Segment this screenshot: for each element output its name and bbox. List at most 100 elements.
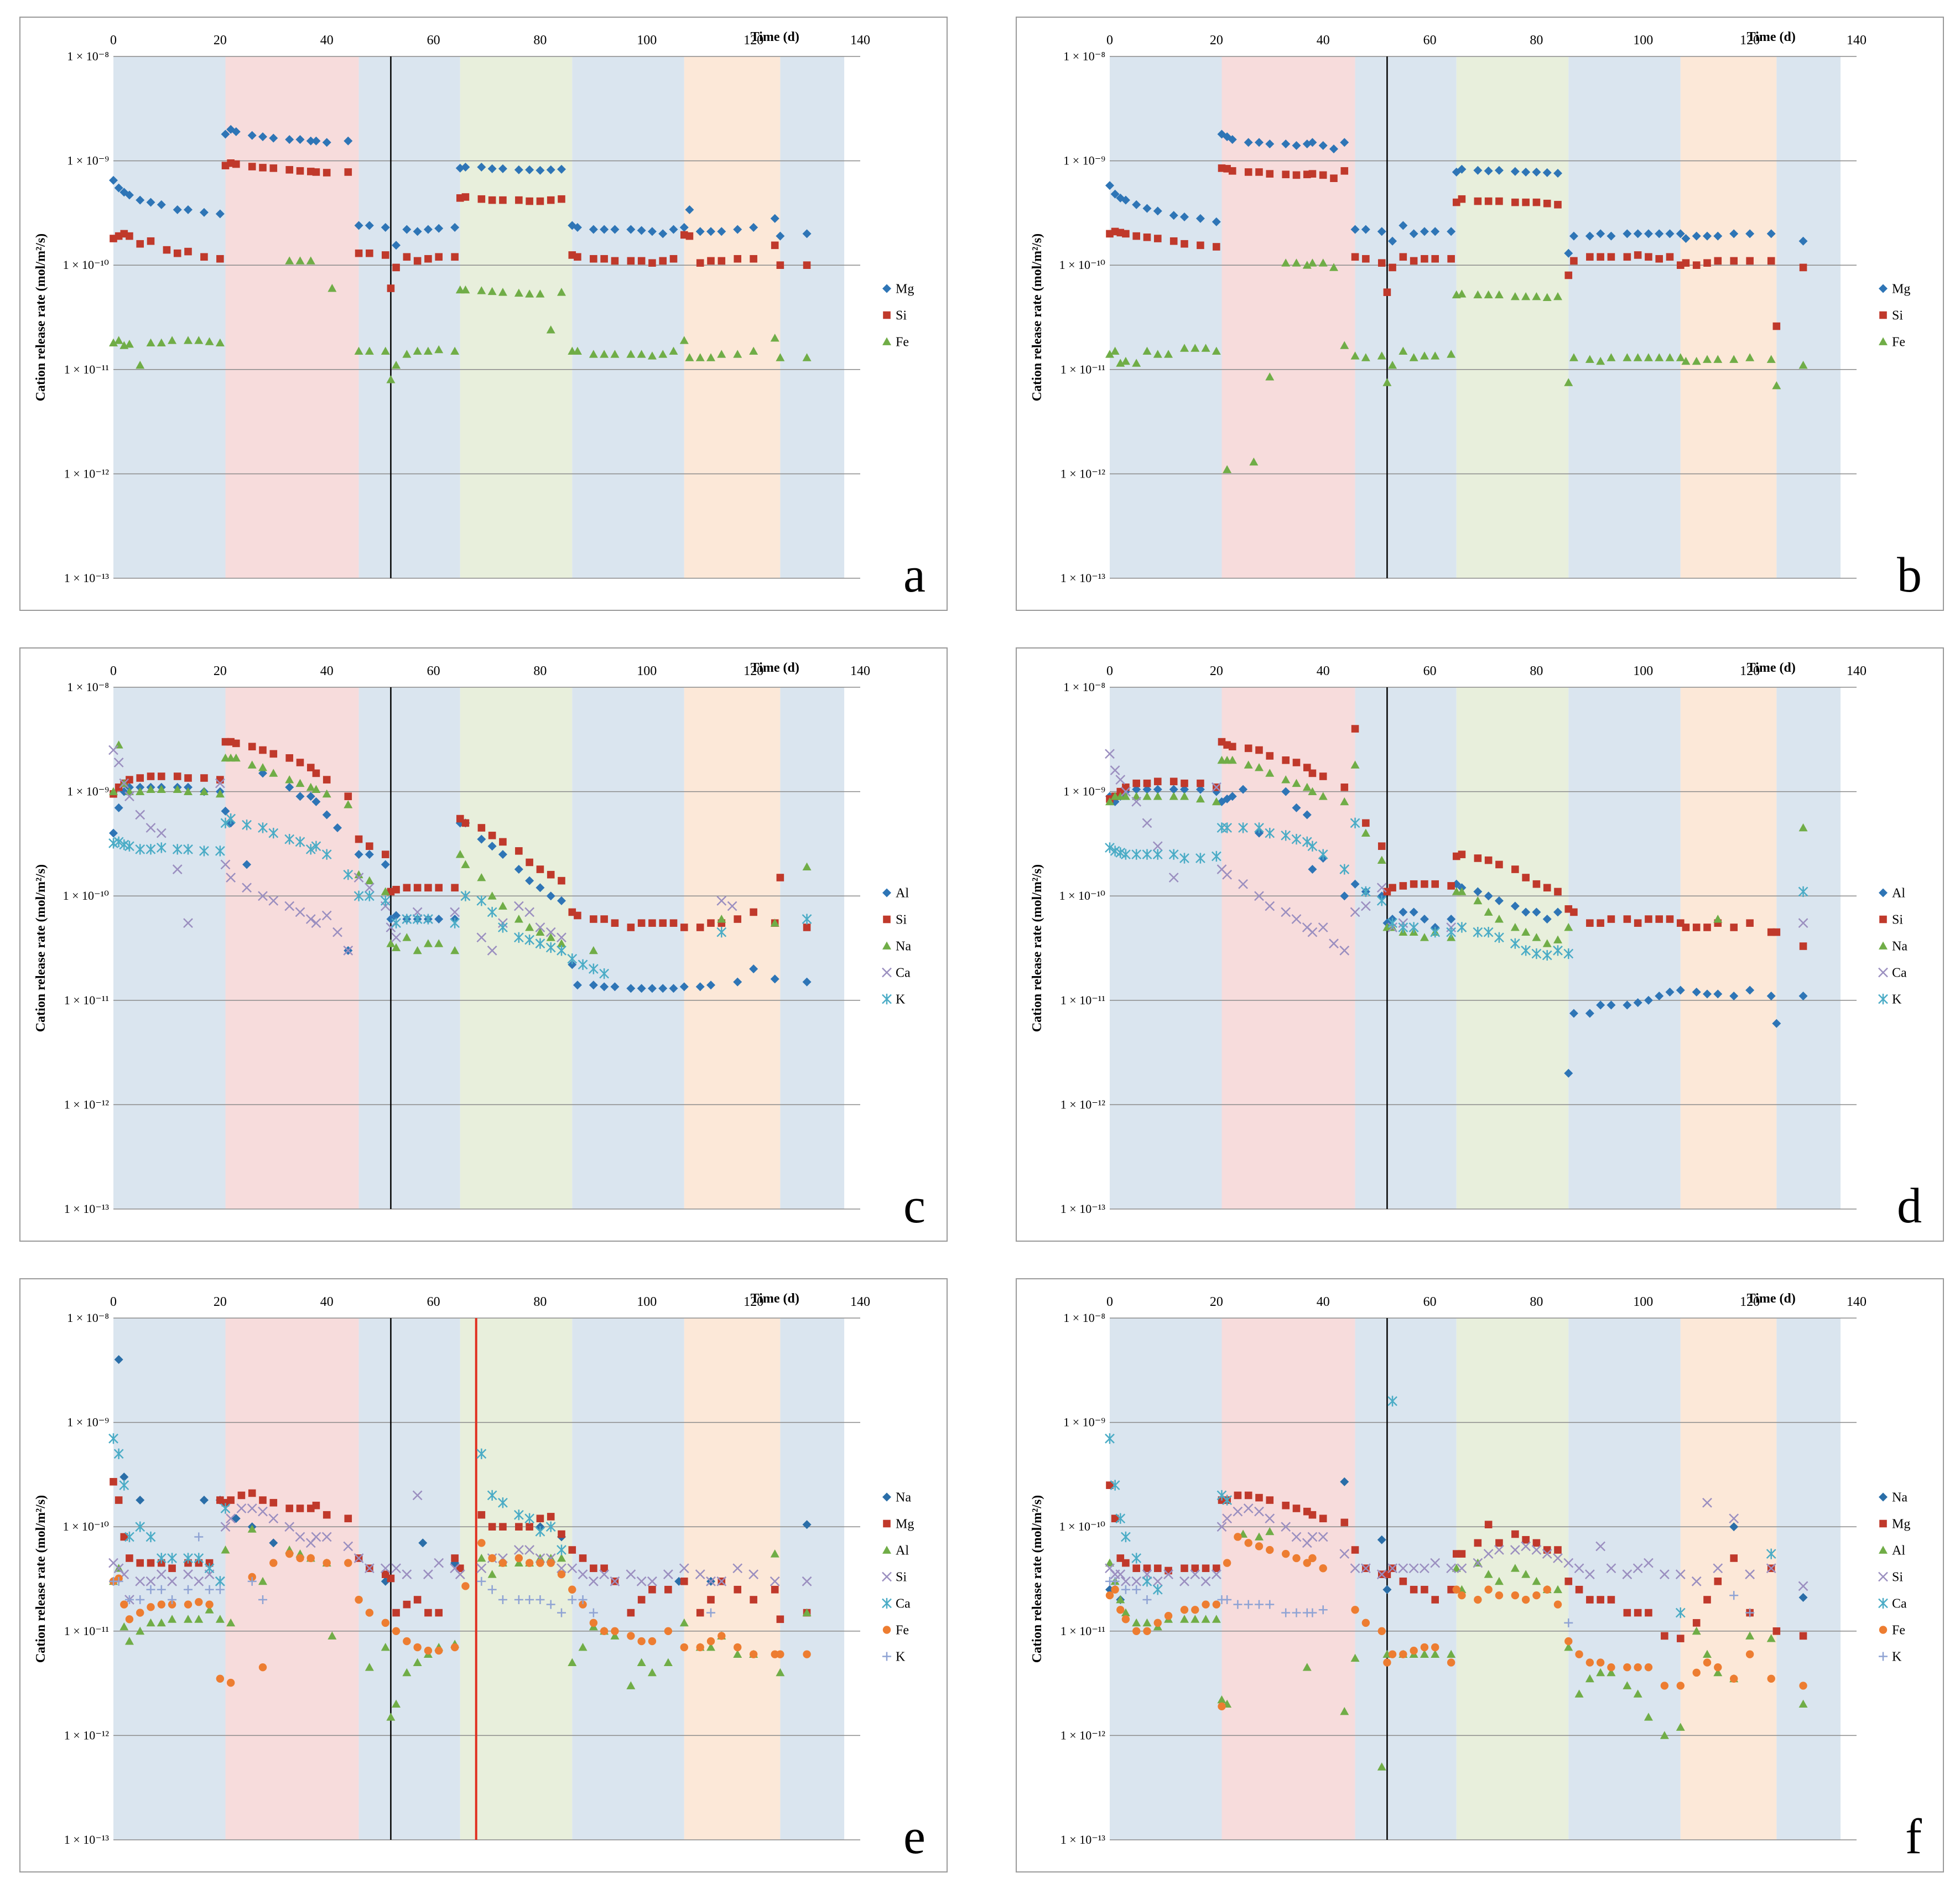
data-point: [323, 776, 331, 784]
data-point: [402, 1668, 412, 1677]
data-point: [1233, 1600, 1242, 1609]
data-point: [1713, 915, 1723, 923]
data-point: [514, 1558, 523, 1567]
data-point: [259, 1496, 267, 1504]
data-point: [1623, 1663, 1631, 1672]
data-point: [1682, 924, 1690, 931]
data-point: [136, 774, 144, 782]
data-point: [477, 1511, 486, 1519]
data-point: [647, 351, 657, 360]
data-point: [647, 1668, 657, 1677]
data-point: [659, 257, 667, 265]
data-point: [1376, 895, 1387, 906]
data-point: [1164, 1566, 1172, 1575]
data-point: [679, 1563, 689, 1574]
data-point: [461, 1582, 470, 1590]
data-point: [461, 860, 470, 868]
data-point: [1211, 782, 1221, 792]
data-point: [183, 1553, 193, 1564]
band-orange: [684, 687, 781, 1209]
data-point: [423, 225, 433, 234]
data-point: [1798, 1593, 1808, 1602]
data-point: [1634, 251, 1642, 259]
data-point: [1703, 1658, 1712, 1667]
data-point: [1745, 353, 1755, 361]
data-point: [1142, 1569, 1152, 1580]
data-point: [402, 225, 412, 234]
data-point: [513, 1509, 524, 1521]
data-point: [1421, 255, 1428, 263]
data-point: [380, 1563, 391, 1574]
legend-label: Ca: [896, 1597, 911, 1611]
data-point: [695, 227, 705, 236]
data-point: [1222, 822, 1233, 833]
data-point: [1223, 1595, 1232, 1605]
data-point: [679, 222, 689, 232]
legend-label: Si: [896, 1570, 907, 1585]
y-tick-labels: 1 × 10⁻⁸ 1 × 10⁻⁹ 1 × 10⁻¹⁰ 1 × 10⁻¹¹ 1 × 10…: [1059, 49, 1106, 585]
x-tick-labels: 0 20 40 60 80 100 120 140: [110, 1295, 870, 1309]
data-point: [1169, 211, 1178, 220]
data-point: [1265, 769, 1275, 777]
legend-label: Mg: [1892, 1517, 1910, 1532]
series-si: [110, 159, 811, 292]
data-point: [1164, 350, 1173, 358]
data-point: [1714, 257, 1722, 265]
data-point: [1623, 1681, 1632, 1689]
legend: Mg Si Fe: [882, 282, 914, 350]
data-point: [476, 1448, 487, 1459]
data-point: [1281, 775, 1291, 784]
legend-label: Na: [1892, 940, 1907, 954]
data-point: [558, 195, 565, 203]
data-point: [1510, 1564, 1520, 1572]
data-point: [567, 1563, 578, 1574]
x-tick-label: 60: [427, 664, 440, 678]
panel-label: f: [1905, 1809, 1922, 1864]
y-tick-label: 1 × 10⁻⁹: [67, 785, 109, 798]
data-point: [1457, 887, 1467, 895]
data-point: [194, 336, 204, 344]
data-point: [1340, 797, 1349, 806]
data-point: [1458, 1550, 1466, 1558]
data-point: [1729, 991, 1739, 1000]
data-point: [125, 1615, 134, 1623]
data-point: [1180, 785, 1189, 794]
data-point: [1447, 1658, 1455, 1667]
data-point: [402, 933, 412, 941]
data-point: [567, 953, 578, 964]
data-point: [1431, 1596, 1439, 1604]
data-point: [536, 865, 544, 873]
panel-label: e: [903, 1809, 926, 1864]
data-point: [413, 346, 422, 355]
data-point: [1446, 1563, 1457, 1574]
data-point: [1521, 167, 1531, 177]
data-point: [1554, 1546, 1562, 1554]
data-point: [296, 167, 304, 175]
data-point: [1319, 1564, 1327, 1573]
data-point: [1169, 777, 1178, 786]
data-point: [1377, 1535, 1386, 1544]
data-point: [546, 325, 555, 334]
data-point: [734, 915, 742, 923]
data-point: [535, 1526, 545, 1537]
y-tick-label: 1 × 10⁻¹⁰: [1059, 1519, 1106, 1533]
data-point: [1495, 1539, 1503, 1547]
data-point: [1798, 918, 1808, 928]
data-point: [1282, 1501, 1290, 1509]
data-point: [637, 257, 646, 265]
data-point: [680, 1643, 688, 1652]
band-orange: [1680, 1318, 1777, 1840]
data-point: [1431, 1649, 1440, 1658]
data-point: [1798, 823, 1808, 832]
data-point: [1447, 227, 1456, 236]
data-point: [1542, 1549, 1552, 1559]
data-point: [1387, 1563, 1397, 1574]
data-point: [499, 1523, 507, 1531]
data-point: [1213, 1564, 1220, 1573]
data-point: [1180, 1606, 1189, 1614]
data-point: [803, 1650, 811, 1658]
data-point: [648, 919, 656, 927]
data-point: [343, 945, 353, 956]
data-point: [1255, 1493, 1263, 1502]
